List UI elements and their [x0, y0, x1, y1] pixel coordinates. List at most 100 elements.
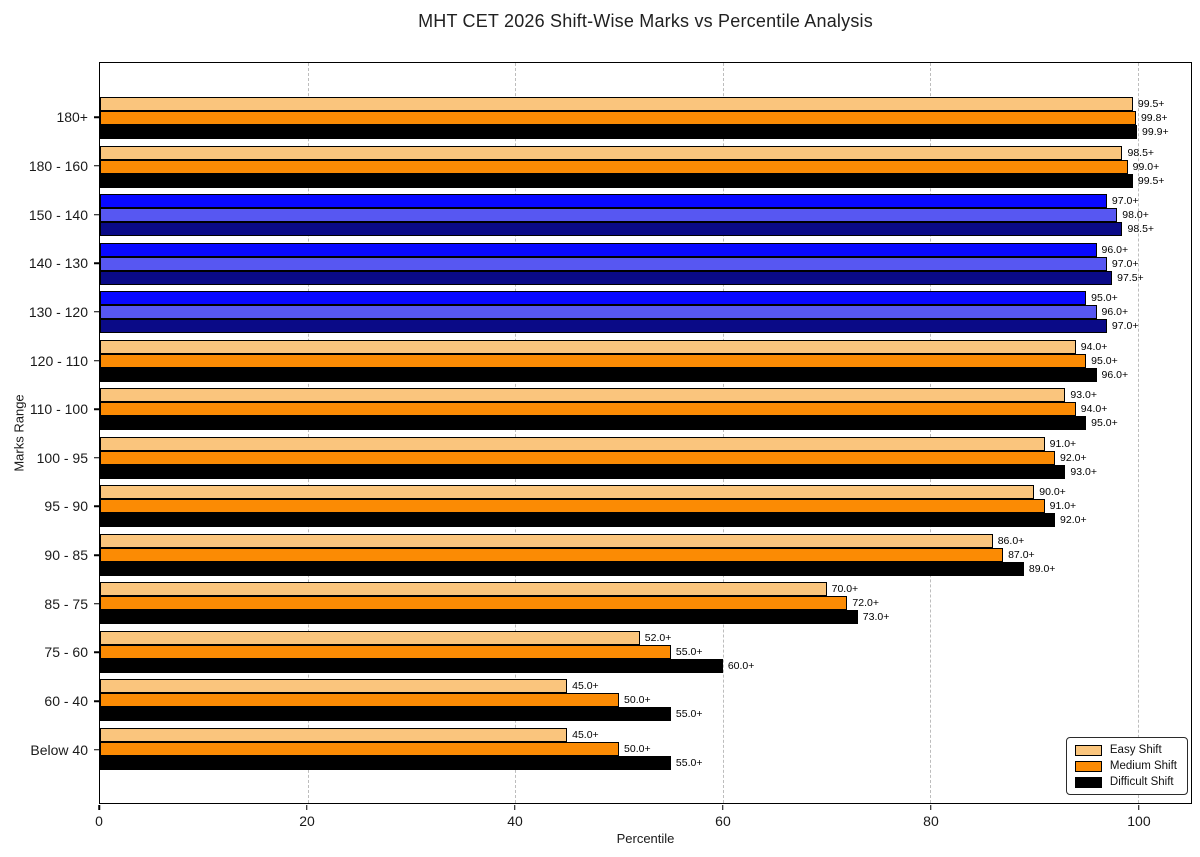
bar-line: 95.0+ — [100, 291, 1191, 306]
bar-value-label: 99.9+ — [1142, 126, 1169, 138]
bar — [100, 561, 1024, 576]
bar-line: 96.0+ — [100, 305, 1191, 320]
bar-value-label: 94.0+ — [1080, 403, 1108, 415]
bar-value-label: 97.5+ — [1117, 271, 1144, 284]
x-axis: 0 20 40 60 80 100 — [95, 804, 1192, 838]
bar-value-label: 98.5+ — [1127, 223, 1155, 235]
bar-line: 93.0+ — [100, 464, 1191, 479]
bar-value-label: 86.0+ — [997, 534, 1025, 547]
bar-value-label: 98.0+ — [1122, 209, 1149, 221]
x-tick — [930, 805, 932, 810]
bar-value-label: 91.0+ — [1049, 437, 1077, 450]
bar-line: 97.0+ — [100, 319, 1191, 334]
bar-line: 55.0+ — [100, 644, 1191, 659]
bar-line: 97.0+ — [100, 194, 1191, 209]
bar — [100, 367, 1097, 382]
bar-group-row: 70.0+ 72.0+ 73.0+ — [100, 579, 1191, 628]
bar — [100, 270, 1113, 285]
bar-group-row: 93.0+ 94.0+ 95.0+ — [100, 385, 1191, 434]
bar — [100, 513, 1056, 528]
bar-line: 99.5+ — [100, 97, 1191, 112]
y-tick — [94, 165, 99, 167]
bar-value-label: 97.0+ — [1111, 195, 1139, 207]
bar — [100, 707, 671, 722]
bar-value-label: 99.5+ — [1137, 174, 1165, 187]
x-tick — [98, 805, 100, 810]
y-tick — [94, 602, 99, 605]
bar-value-label: 93.0+ — [1070, 389, 1097, 401]
legend-item: Easy Shift — [1074, 744, 1177, 756]
x-tick — [1138, 805, 1140, 810]
bar-line: 99.8+ — [100, 111, 1191, 126]
y-tick — [94, 505, 99, 508]
bar — [100, 339, 1076, 354]
gridline — [930, 63, 932, 803]
bar-line: 94.0+ — [100, 402, 1191, 417]
y-tick — [94, 213, 99, 216]
y-tick-label: Below 40 — [0, 725, 99, 774]
y-tick-label: 95 - 90 — [0, 482, 99, 531]
bar-value-label: 92.0+ — [1060, 514, 1087, 526]
bar-value-label: 73.0+ — [862, 611, 890, 623]
x-tick — [722, 805, 724, 810]
bar-line: 55.0+ — [100, 755, 1191, 770]
x-tick-label: 80 — [923, 813, 939, 829]
bar-value-label: 97.0+ — [1111, 320, 1139, 332]
legend-label: Difficult Shift — [1109, 776, 1174, 788]
bar — [100, 658, 723, 673]
bar-value-label: 94.0+ — [1080, 340, 1108, 353]
bar-line: 95.0+ — [100, 416, 1191, 431]
bar-group-row: 98.5+ 99.0+ 99.5+ — [100, 143, 1191, 192]
bar — [100, 388, 1066, 403]
y-tick-label: 180 - 160 — [0, 142, 99, 191]
bar-line: 98.5+ — [100, 222, 1191, 237]
bar — [100, 305, 1097, 320]
bar-value-label: 95.0+ — [1091, 292, 1118, 304]
bar-line: 97.0+ — [100, 256, 1191, 271]
bar — [100, 644, 671, 659]
bar-value-label: 98.5+ — [1127, 146, 1155, 159]
bar-line: 96.0+ — [100, 242, 1191, 257]
y-tick — [94, 651, 99, 654]
bar — [100, 755, 671, 770]
y-tick-label: 75 - 60 — [0, 628, 99, 677]
bar — [100, 111, 1136, 126]
legend-label: Medium Shift — [1109, 760, 1177, 772]
bar — [100, 208, 1118, 223]
y-tick-label: 85 - 75 — [0, 579, 99, 628]
bar-value-label: 99.8+ — [1140, 112, 1168, 124]
legend-item: Difficult Shift — [1074, 776, 1177, 788]
y-tick — [94, 262, 99, 264]
y-tick-label: 140 - 130 — [0, 239, 99, 288]
x-tick-label: 0 — [95, 813, 103, 829]
y-tick — [94, 311, 99, 313]
bar-value-label: 96.0+ — [1101, 243, 1129, 256]
legend-swatch — [1074, 744, 1102, 756]
bar-value-label: 60.0+ — [727, 659, 755, 672]
bar — [100, 194, 1107, 209]
y-tick — [94, 700, 99, 702]
y-tick — [94, 408, 99, 410]
y-tick-label: 90 - 85 — [0, 531, 99, 580]
bar — [100, 533, 993, 548]
bar-line: 89.0+ — [100, 561, 1191, 576]
y-tick — [94, 116, 99, 119]
bar — [100, 582, 827, 597]
x-axis-title: Percentile — [616, 831, 675, 846]
gridline — [515, 63, 517, 803]
y-axis: 180+ 180 - 160 150 - 140 140 - 130 130 - 120… — [0, 62, 99, 804]
bar-line: 52.0+ — [100, 630, 1191, 645]
bar — [100, 741, 620, 756]
bar-line: 45.0+ — [100, 727, 1191, 742]
bar-line: 86.0+ — [100, 533, 1191, 548]
legend-label: Easy Shift — [1109, 744, 1162, 756]
bar-value-label: 92.0+ — [1060, 451, 1087, 464]
bar-line: 95.0+ — [100, 353, 1191, 368]
bar — [100, 159, 1128, 174]
x-tick-label: 100 — [1127, 813, 1151, 829]
bar — [100, 222, 1123, 237]
bar — [100, 693, 620, 708]
bar-value-label: 95.0+ — [1091, 417, 1118, 429]
y-tick — [94, 359, 99, 362]
y-tick-label: 180+ — [0, 93, 99, 142]
